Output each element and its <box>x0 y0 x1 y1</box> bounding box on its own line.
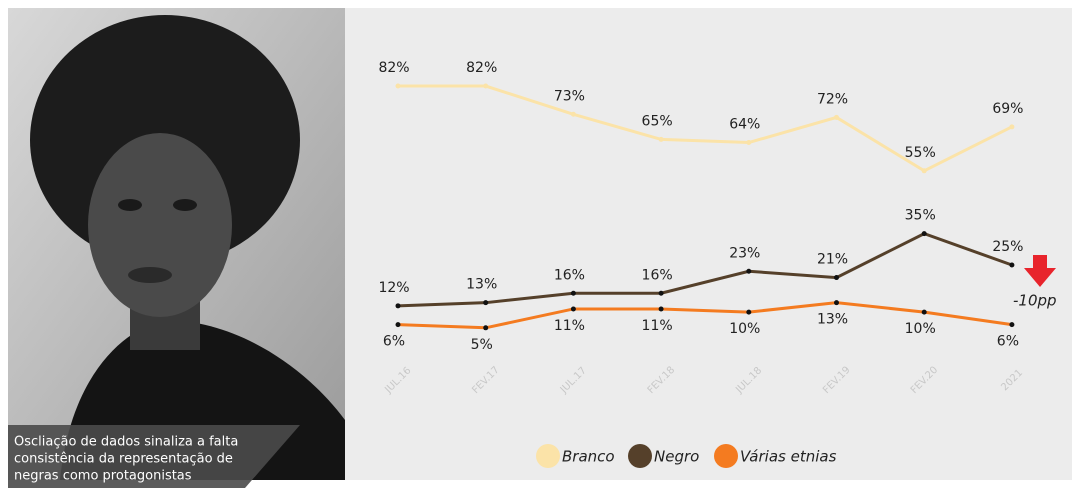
value-label: 69% <box>992 101 1023 117</box>
series-line <box>397 301 1013 330</box>
value-label: 12% <box>378 280 409 296</box>
value-label: 25% <box>992 239 1023 255</box>
value-label: 64% <box>729 117 760 133</box>
point <box>1009 262 1015 268</box>
value-label: 16% <box>554 267 585 283</box>
value-label: 72% <box>817 91 848 107</box>
value-label: 5% <box>471 337 493 353</box>
point <box>921 231 927 237</box>
value-label: 21% <box>817 252 848 268</box>
point <box>746 309 752 315</box>
point <box>570 290 576 296</box>
point <box>834 114 839 120</box>
point <box>395 303 401 309</box>
value-label: 11% <box>554 318 585 334</box>
chart-background <box>345 8 1072 480</box>
point <box>483 325 489 331</box>
point <box>658 306 664 312</box>
point <box>1009 124 1015 130</box>
series-line <box>398 84 1013 173</box>
point <box>921 168 927 174</box>
value-label: 65% <box>642 113 673 129</box>
point <box>1009 322 1015 328</box>
value-label: 23% <box>729 245 760 261</box>
point <box>746 140 752 146</box>
caption-line: Oscliação de dados sinaliza a falta <box>14 435 238 450</box>
value-label: 13% <box>817 312 848 328</box>
legend-swatch <box>536 444 560 468</box>
series-line <box>397 231 1013 308</box>
point <box>658 136 664 142</box>
point <box>658 290 664 296</box>
legend-label: Várias etnias <box>740 448 837 466</box>
value-label: 6% <box>383 334 405 350</box>
point <box>483 83 489 89</box>
point <box>921 309 927 315</box>
legend-swatch <box>714 444 738 468</box>
value-label: 55% <box>905 145 936 161</box>
point <box>834 275 839 281</box>
value-label: 13% <box>466 277 497 293</box>
value-label: 73% <box>554 88 585 104</box>
caption-line: consistência da representação de <box>14 452 233 467</box>
legend-label: Branco <box>562 448 615 466</box>
value-label: 6% <box>997 334 1019 350</box>
caption-line: negras como protagonistas <box>14 469 192 484</box>
legend-label: Negro <box>654 448 699 466</box>
point <box>395 322 401 328</box>
point <box>483 300 489 306</box>
legend-swatch <box>628 444 652 468</box>
value-label: 10% <box>905 321 936 337</box>
down-arrow <box>1024 255 1056 287</box>
caption: Oscliação de dados sinaliza a falta consi… <box>14 435 238 484</box>
value-label: 82% <box>378 60 409 76</box>
point <box>834 300 839 306</box>
value-label: 35% <box>905 208 936 224</box>
point <box>570 111 576 117</box>
point <box>395 83 401 89</box>
value-label: 10% <box>729 321 760 337</box>
point <box>570 306 576 312</box>
value-label: 82% <box>466 60 497 76</box>
value-label: 11% <box>642 318 673 334</box>
caption-background <box>8 425 300 488</box>
photo <box>8 8 345 480</box>
value-label: 16% <box>642 267 673 283</box>
annotation: -10pp <box>1013 292 1057 310</box>
point <box>746 268 752 274</box>
